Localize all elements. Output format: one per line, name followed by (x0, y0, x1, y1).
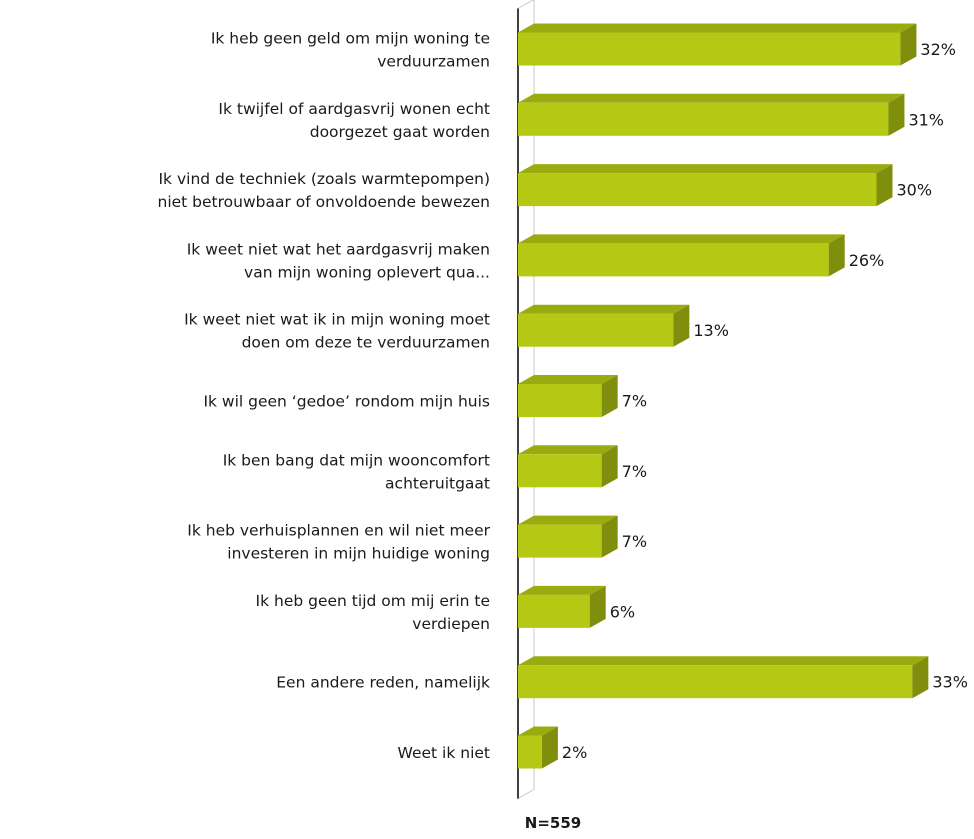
category-label-line: van mijn woning oplevert qua... (244, 263, 490, 281)
bar (518, 656, 929, 699)
category-label-line: Ik heb verhuisplannen en wil niet meer (187, 522, 490, 540)
category-label-line: Ik vind de techniek (zoals warmtepompen) (158, 170, 490, 188)
bar-top-face (518, 234, 845, 244)
bar-side-face (876, 164, 893, 207)
category-label-line: doen om deze te verduurzamen (242, 334, 490, 352)
bar-top-face (518, 304, 690, 314)
bar (518, 375, 618, 417)
bar-front-face (518, 32, 901, 66)
bar-value-label: 13% (693, 321, 729, 340)
category-label-line: investeren in mijn huidige woning (227, 545, 490, 563)
sample-size-note: N=559 (525, 814, 581, 832)
bar-top-face (518, 585, 606, 595)
category-label-line: verduurzamen (377, 53, 490, 71)
category-label: Ik weet niet wat het aardgasvrij maken va… (187, 240, 490, 281)
bar-value-label: 26% (849, 251, 885, 270)
bar (518, 726, 558, 769)
bar-value-label: 2% (562, 743, 587, 762)
bar-top-face (518, 445, 618, 455)
bar-top-face (518, 93, 905, 103)
category-label-line: Ik heb geen geld om mijn woning te (211, 30, 490, 48)
bar-front-face (518, 313, 674, 347)
bar (518, 164, 893, 207)
bar-side-face (673, 304, 690, 347)
category-label: Ik twijfel of aardgasvrij wonen echt door… (218, 100, 490, 141)
bar (518, 234, 845, 277)
category-label: Ik heb geen tijd om mij erin te verdiepen (256, 592, 490, 633)
bar-value-label: 31% (908, 110, 944, 129)
bar-top-face (518, 164, 893, 174)
bar-value-label: 7% (622, 462, 647, 481)
bar-side-face (912, 656, 929, 699)
bar-value-label: 32% (920, 40, 956, 59)
category-label-line: Ik ben bang dat mijn wooncomfort (223, 451, 490, 469)
bar-value-label: 7% (622, 532, 647, 551)
category-label: Ik ben bang dat mijn wooncomfort achterui… (223, 451, 490, 492)
category-label-line: Een andere reden, namelijk (276, 674, 490, 692)
bar-value-label: 33% (932, 673, 968, 692)
category-label-line: verdiepen (412, 615, 490, 633)
category-label-line: doorgezet gaat worden (310, 123, 490, 141)
category-label-line: Ik twijfel of aardgasvrij wonen echt (218, 100, 490, 118)
bar-value-label: 30% (897, 181, 933, 200)
bar-side-face (601, 515, 618, 558)
bar-front-face (518, 102, 889, 136)
category-label-line: Weet ik niet (398, 744, 490, 762)
bar-top-face (518, 726, 558, 736)
category-label-line: niet betrouwbaar of onvoldoende bewezen (158, 193, 490, 211)
bar-top-face (518, 375, 618, 384)
category-label-line: Ik weet niet wat het aardgasvrij maken (187, 240, 490, 258)
bar-side-face (601, 375, 618, 417)
bar-front-face (518, 454, 602, 488)
category-label-line: achteruitgaat (385, 474, 490, 492)
bar-front-face (518, 735, 542, 769)
category-label: Ik heb geen geld om mijn woning te verduu… (211, 30, 490, 71)
bar-value-label: 7% (622, 392, 647, 411)
category-label: Ik heb verhuisplannen en wil niet meer in… (187, 522, 490, 563)
bar-top-face (518, 656, 929, 666)
bar-side-face (828, 234, 845, 277)
category-label: Ik wil geen ‘gedoe’ rondom mijn huis (203, 393, 490, 411)
bar (518, 304, 690, 347)
bar (518, 445, 618, 488)
bar-side-face (900, 23, 917, 66)
bar-front-face (518, 594, 590, 628)
category-label-line: Ik wil geen ‘gedoe’ rondom mijn huis (203, 393, 490, 411)
bar-front-face (518, 524, 602, 558)
bar-value-label: 6% (610, 602, 635, 621)
category-label: Ik weet niet wat ik in mijn woning moet d… (184, 311, 490, 352)
bar (518, 515, 618, 558)
bar-front-face (518, 665, 913, 699)
bar (518, 23, 917, 66)
bar-front-face (518, 243, 829, 277)
bar (518, 585, 606, 628)
category-label: Weet ik niet (398, 744, 490, 762)
category-label: Ik vind de techniek (zoals warmtepompen)… (158, 170, 490, 211)
bar-side-face (888, 93, 905, 136)
category-label: Een andere reden, namelijk (276, 674, 490, 692)
bar-top-face (518, 23, 917, 33)
bar-side-face (541, 726, 558, 769)
bar (518, 93, 905, 136)
category-label-line: Ik weet niet wat ik in mijn woning moet (184, 311, 490, 329)
category-label-line: Ik heb geen tijd om mij erin te (256, 592, 490, 610)
bar-front-face (518, 384, 602, 417)
bar-front-face (518, 173, 877, 207)
bar-side-face (589, 585, 606, 628)
bar-top-face (518, 515, 618, 525)
bar-side-face (601, 445, 618, 488)
